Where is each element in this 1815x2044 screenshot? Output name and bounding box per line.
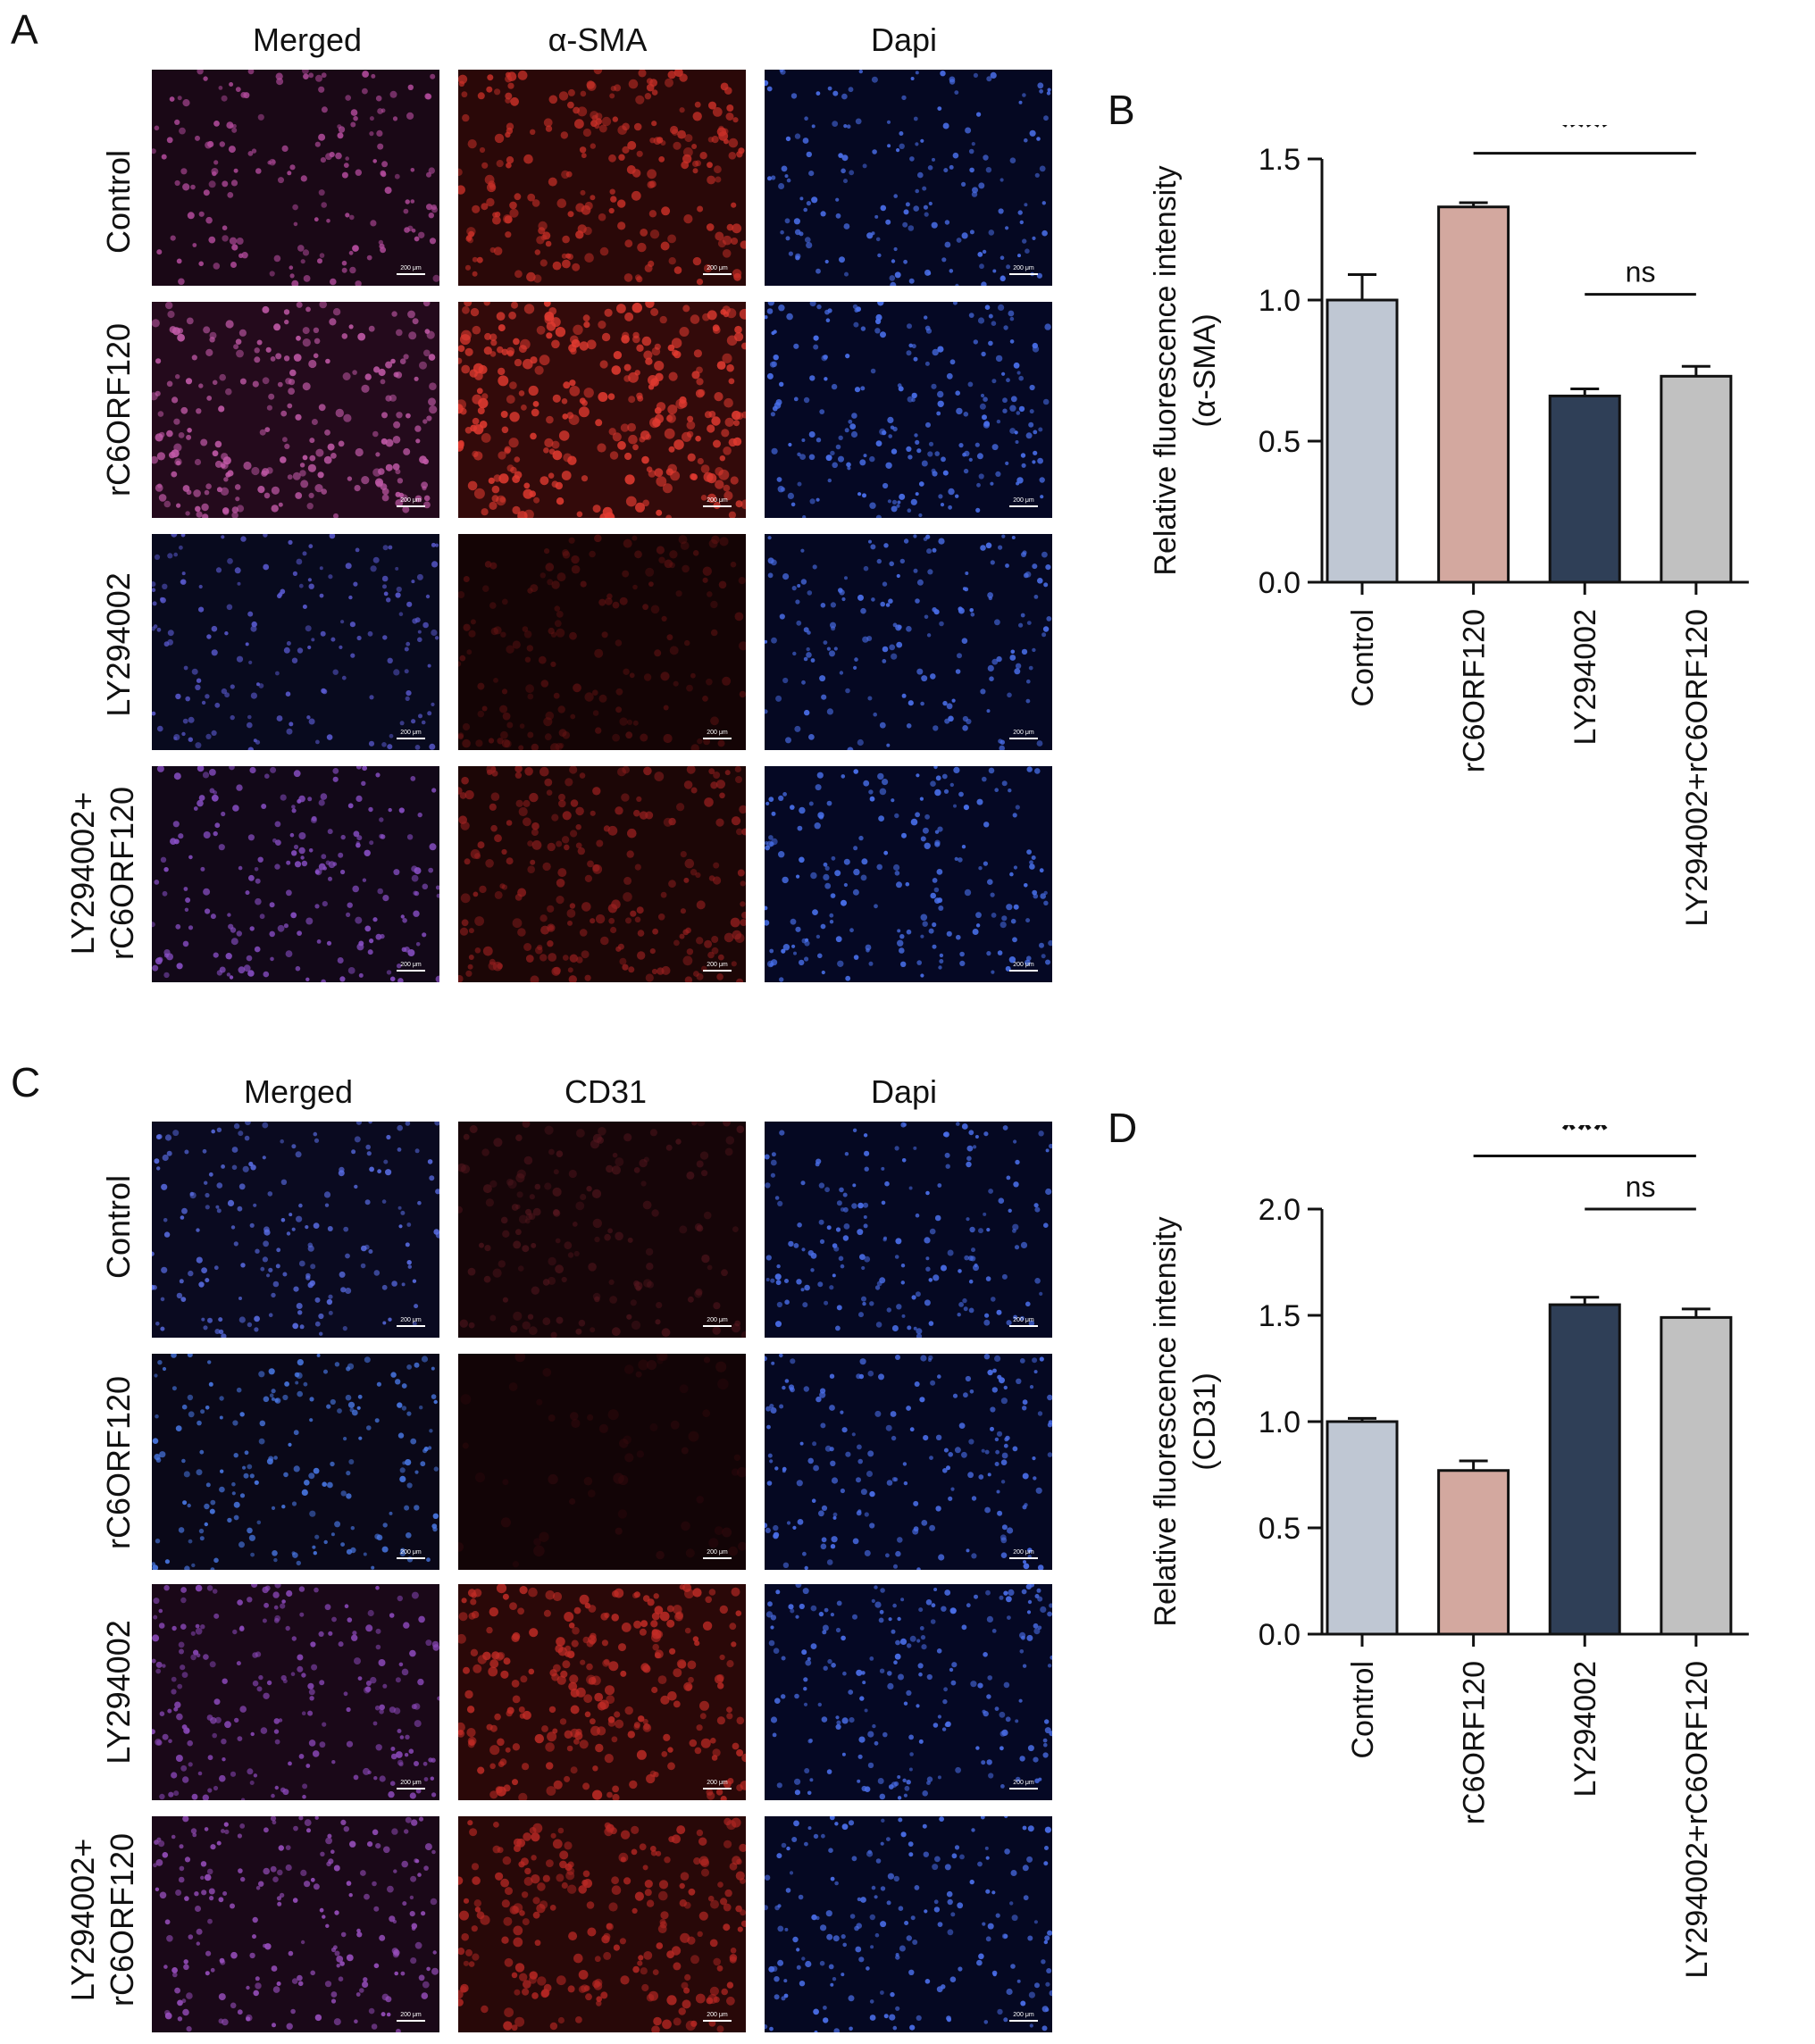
y-tick-label: 2.0 xyxy=(1259,1193,1301,1227)
scale-bar: 200 μm xyxy=(1009,497,1038,507)
chart-d: 0.0 0.5 1.0 1.5 2.0 Relative fluorescence int… xyxy=(1149,1125,1749,1979)
x-tick-label: LY294002 xyxy=(1568,1661,1602,1798)
panel-a-row-label-rc6orf120: rC6ORF120 xyxy=(100,322,137,497)
bar-4 xyxy=(1660,374,1733,584)
x-tick-label: rC6ORF120 xyxy=(1458,1661,1492,1824)
y-tick-label: 0.5 xyxy=(1259,1512,1301,1546)
panel-a-row-label-combo: LY294002+ rC6ORF120 xyxy=(64,786,140,961)
scale-bar: 200 μm xyxy=(397,962,425,972)
scale-bar: 200 μm xyxy=(397,1549,425,1559)
panel-c-row-label-rc6orf120: rC6ORF120 xyxy=(100,1375,137,1550)
micrograph-a-row2-dapi: 200 μm xyxy=(765,302,1052,518)
scale-bar: 200 μm xyxy=(397,1780,425,1790)
bar-3 xyxy=(1548,394,1621,584)
micrograph-a-row1-stain: 200 μm xyxy=(458,70,746,286)
micrograph-c-row4-stain: 200 μm xyxy=(458,1816,746,2032)
micrograph-c-row1-stain: 200 μm xyxy=(458,1122,746,1338)
y-tick-label: 1.5 xyxy=(1259,1299,1301,1333)
bar-3 xyxy=(1548,1303,1621,1636)
micrograph-c-row2-merged: 200 μm xyxy=(152,1354,439,1570)
micrograph-a-row3-dapi: 200 μm xyxy=(765,534,1052,750)
panel-c-row-label-combo: LY294002+ rC6ORF120 xyxy=(64,1832,140,2007)
panel-a-col-header-merged: Merged xyxy=(252,21,363,58)
panel-c-row-label-control: Control xyxy=(100,1174,137,1280)
y-tick-label: 0.0 xyxy=(1259,566,1301,600)
significance-label: ns xyxy=(1626,256,1656,288)
significance-label: *** xyxy=(1560,1125,1609,1153)
scale-bar: 200 μm xyxy=(703,1780,732,1790)
x-tick-label: rC6ORF120 xyxy=(1458,609,1492,772)
micrograph-c-row4-dapi: 200 μm xyxy=(765,1816,1052,2032)
micrograph-c-row3-stain: 200 μm xyxy=(458,1584,746,1800)
scale-bar: 200 μm xyxy=(1009,1780,1038,1790)
bar-2 xyxy=(1437,1469,1510,1636)
micrograph-c-row2-stain: 200 μm xyxy=(458,1354,746,1570)
micrograph-a-row3-merged: 200 μm xyxy=(152,534,439,750)
panel-c-col-header-dapi: Dapi xyxy=(870,1073,938,1110)
y-tick-label: 1.0 xyxy=(1259,284,1301,318)
panel-c-col-header-cd31: CD31 xyxy=(564,1073,648,1110)
bar-2 xyxy=(1437,205,1510,584)
y-tick-label: 1.0 xyxy=(1259,1406,1301,1439)
micrograph-a-row1-merged: 200 μm xyxy=(152,70,439,286)
micrograph-a-row2-merged: 200 μm xyxy=(152,302,439,518)
scale-bar: 200 μm xyxy=(1009,1549,1038,1559)
y-axis-label: Relative fluorescence intensity (α-SMA) xyxy=(1149,165,1222,575)
y-axis-label: Relative fluorescence intensity (CD31) xyxy=(1149,1216,1222,1626)
y-tick-label: 0.0 xyxy=(1259,1618,1301,1652)
panel-a-col-header-asma: α-SMA xyxy=(548,21,648,58)
bar-1 xyxy=(1326,298,1399,584)
scale-bar: 200 μm xyxy=(1009,265,1038,275)
scale-bar: 200 μm xyxy=(397,730,425,739)
scale-bar: 200 μm xyxy=(703,1317,732,1327)
micrograph-c-row2-dapi: 200 μm xyxy=(765,1354,1052,1570)
scale-bar: 200 μm xyxy=(703,497,732,507)
significance-label: ns xyxy=(1626,1171,1656,1203)
micrograph-c-row3-dapi: 200 μm xyxy=(765,1584,1052,1800)
bar-4 xyxy=(1660,1315,1733,1636)
scale-bar: 200 μm xyxy=(703,2012,732,2022)
scale-bar: 200 μm xyxy=(1009,730,1038,739)
scale-bar: 200 μm xyxy=(397,497,425,507)
micrograph-a-row4-stain: 200 μm xyxy=(458,766,746,982)
scale-bar: 200 μm xyxy=(703,265,732,275)
significance-label: *** xyxy=(1560,125,1609,150)
micrograph-a-row3-stain: 200 μm xyxy=(458,534,746,750)
scale-bar: 200 μm xyxy=(1009,962,1038,972)
chart-b: 0.0 0.5 1.0 1.5 Relative fluorescence intens… xyxy=(1149,125,1749,927)
y-tick-label: 1.5 xyxy=(1259,143,1301,177)
panel-label-c: C xyxy=(11,1059,41,1105)
micrograph-a-row4-merged: 200 μm xyxy=(152,766,439,982)
x-tick-label: Control xyxy=(1346,1661,1380,1759)
x-tick-label: LY294002 xyxy=(1568,609,1602,746)
y-tick-label: 0.5 xyxy=(1259,425,1301,459)
micrograph-c-row4-merged: 200 μm xyxy=(152,1816,439,2032)
scale-bar: 200 μm xyxy=(1009,1317,1038,1327)
panel-a-row-label-ly294002: LY294002 xyxy=(100,572,137,717)
x-tick-label: LY294002+rC6ORF120 xyxy=(1680,1661,1714,1979)
panel-c-col-header-merged: Merged xyxy=(243,1073,354,1110)
scale-bar: 200 μm xyxy=(703,962,732,972)
panel-c-row-label-ly294002: LY294002 xyxy=(100,1620,137,1765)
scale-bar: 200 μm xyxy=(703,730,732,739)
x-tick-label: LY294002+rC6ORF120 xyxy=(1680,609,1714,927)
panel-label-a: A xyxy=(11,6,38,53)
scale-bar: 200 μm xyxy=(1009,2012,1038,2022)
panel-label-d: D xyxy=(1108,1105,1138,1151)
bar-1 xyxy=(1326,1420,1399,1636)
scale-bar: 200 μm xyxy=(397,265,425,275)
scale-bar: 200 μm xyxy=(397,2012,425,2022)
micrograph-c-row1-dapi: 200 μm xyxy=(765,1122,1052,1338)
scale-bar: 200 μm xyxy=(397,1317,425,1327)
micrograph-c-row3-merged: 200 μm xyxy=(152,1584,439,1800)
micrograph-a-row2-stain: 200 μm xyxy=(458,302,746,518)
panel-label-b: B xyxy=(1108,87,1135,133)
micrograph-a-row4-dapi: 200 μm xyxy=(765,766,1052,982)
x-tick-label: Control xyxy=(1346,609,1380,707)
scale-bar: 200 μm xyxy=(703,1549,732,1559)
micrograph-c-row1-merged: 200 μm xyxy=(152,1122,439,1338)
panel-a-col-header-dapi: Dapi xyxy=(870,21,938,58)
panel-a-row-label-control: Control xyxy=(100,149,137,254)
micrograph-a-row1-dapi: 200 μm xyxy=(765,70,1052,286)
